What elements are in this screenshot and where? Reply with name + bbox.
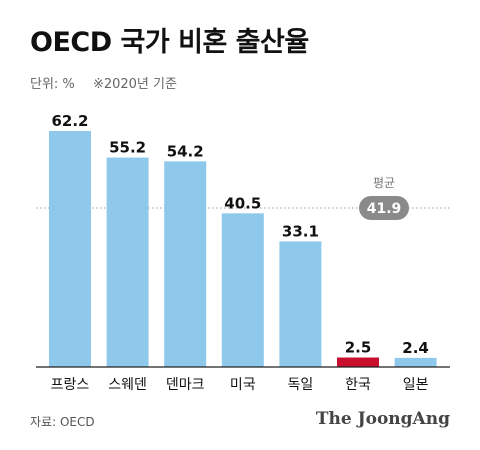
bar-value-label: 55.2	[109, 139, 146, 157]
bar-value-label: 33.1	[282, 222, 319, 240]
chart-title: OECD 국가 비혼 출산율	[30, 27, 309, 58]
bar-value-label: 62.2	[51, 112, 88, 130]
reference-note: ※2020년 기준	[92, 77, 177, 92]
unit-label: 단위: %	[30, 77, 75, 92]
bar-value-label: 2.4	[402, 339, 429, 357]
publisher-logo: The JoongAng	[315, 409, 450, 429]
category-label: 스웨덴	[108, 377, 147, 393]
bar	[106, 157, 149, 367]
bar	[394, 357, 437, 367]
category-label: 미국	[230, 377, 256, 393]
average-value-label: 41.9	[367, 201, 402, 217]
bar	[337, 357, 379, 367]
bar	[49, 131, 91, 367]
category-label: 독일	[288, 377, 314, 393]
average-label: 평균	[373, 176, 395, 190]
source-label: 자료: OECD	[30, 415, 95, 429]
bar-value-label: 54.2	[167, 142, 204, 160]
bar-value-label: 2.5	[345, 339, 372, 357]
category-label: 덴마크	[166, 377, 205, 393]
category-label: 프랑스	[51, 377, 90, 393]
bar-value-label: 40.5	[224, 194, 261, 212]
category-label: 한국	[345, 377, 371, 393]
category-label: 일본	[403, 377, 429, 393]
average-badge	[359, 196, 409, 221]
bar	[221, 213, 264, 367]
bar	[279, 241, 322, 367]
chart-subtitle: 단위: % ※2020년 기준	[30, 73, 191, 92]
bar	[164, 161, 207, 367]
